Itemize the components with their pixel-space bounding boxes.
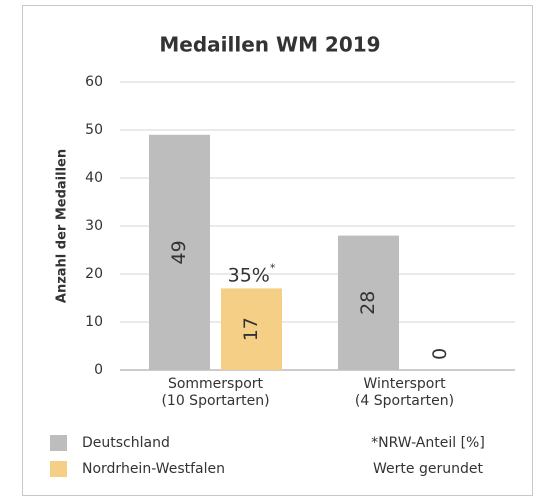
footnote: *NRW-Anteil [%] <box>371 435 485 451</box>
legend-label: Nordrhein-Westfalen <box>82 461 225 477</box>
y-tick-label: 10 <box>85 314 103 330</box>
legend-swatch <box>50 461 67 477</box>
y-tick-label: 60 <box>85 74 103 90</box>
annotation-text: 35% <box>228 264 270 286</box>
frame <box>22 5 533 496</box>
y-tick-label: 20 <box>85 266 103 282</box>
data-label: 17 <box>240 317 262 341</box>
chart-title: Medaillen WM 2019 <box>159 33 380 57</box>
data-label: 0 <box>429 348 451 360</box>
legend-label: Deutschland <box>82 435 170 451</box>
y-axis-label: Anzahl der Medaillen <box>55 149 70 303</box>
footnote: Werte gerundet <box>373 461 483 477</box>
y-tick-label: 30 <box>85 218 103 234</box>
data-label: 49 <box>168 240 190 264</box>
legend-swatch <box>50 435 67 451</box>
annotation: 35%* <box>228 261 276 286</box>
data-label: 28 <box>357 291 379 315</box>
y-tick-label: 40 <box>85 170 103 186</box>
x-tick-label: Wintersport (4 Sportarten) <box>354 376 455 409</box>
bar <box>149 134 210 370</box>
bar <box>338 235 399 370</box>
annotation-marker: * <box>270 261 276 274</box>
bar <box>221 288 282 370</box>
x-tick-label: Sommersport (10 Sportarten) <box>161 376 270 409</box>
y-tick-label: 0 <box>94 362 103 378</box>
y-tick-label: 50 <box>85 122 103 138</box>
